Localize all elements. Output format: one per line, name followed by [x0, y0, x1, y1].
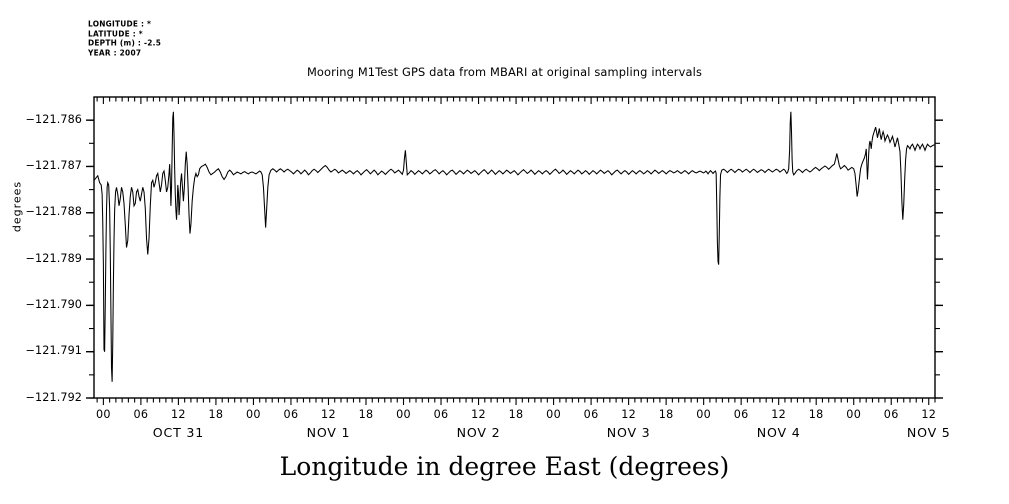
- x-axis-caption: Longitude in degree East (degrees): [279, 452, 730, 481]
- x-tick-label: 00: [546, 408, 561, 421]
- x-tick-label: 06: [283, 408, 299, 421]
- metadata-line-year: YEAR : 2007: [88, 47, 142, 58]
- metadata-block: LONGITUDE : * LATITUDE : * DEPTH (m) : -…: [88, 19, 162, 58]
- x-tick-label: 06: [883, 408, 899, 421]
- x-tick-label: 00: [396, 408, 411, 421]
- data-series-group: [93, 111, 935, 382]
- x-tick-label: 12: [321, 408, 336, 421]
- x-tick-label: 00: [246, 408, 261, 421]
- x-tick-label: 06: [733, 408, 749, 421]
- x-tick-label: 18: [808, 408, 824, 421]
- x-tick-label: 12: [621, 408, 637, 421]
- y-tick-label: −121.786: [25, 112, 82, 126]
- x-tick-label: 06: [583, 408, 599, 421]
- x-tick-label: 18: [508, 408, 524, 421]
- x-tick-label: 18: [208, 408, 224, 421]
- y-tick-label: −121.789: [25, 251, 82, 265]
- x-tick-label: 12: [471, 408, 486, 421]
- plot-title: Mooring M1Test GPS data from MBARI at or…: [306, 65, 703, 79]
- x-tick-label: 06: [433, 408, 449, 421]
- x-tick-label: 12: [170, 408, 186, 421]
- x-tick-label: 00: [846, 408, 862, 421]
- x-tick-label: 00: [95, 408, 111, 421]
- x-day-label: NOV 3: [606, 425, 651, 440]
- x-tick-label: 12: [771, 408, 787, 421]
- x-tick-label: 00: [696, 408, 712, 421]
- x-day-label: NOV 4: [756, 425, 801, 440]
- x-day-label: NOV 2: [456, 425, 501, 440]
- data-series-line: [93, 111, 935, 382]
- x-day-label: NOV 1: [306, 425, 351, 440]
- x-tick-label: 18: [358, 408, 374, 421]
- plot-frame: [93, 96, 936, 399]
- x-tick-label: 06: [133, 408, 149, 421]
- y-tick-label: −121.792: [25, 390, 82, 404]
- y-tick-label: −121.788: [25, 205, 82, 219]
- axes-group: [86, 96, 943, 405]
- metadata-line-longitude: LONGITUDE : *: [88, 19, 152, 29]
- x-tick-label: 12: [921, 408, 937, 421]
- y-tick-label: −121.787: [25, 158, 82, 172]
- x-day-label: OCT 31: [152, 425, 205, 440]
- y-tick-label: −121.791: [25, 344, 82, 358]
- x-day-label: NOV 5: [906, 425, 951, 440]
- metadata-line-latitude: LATITUDE : *: [88, 28, 143, 39]
- x-tick-label: 18: [658, 408, 674, 421]
- metadata-line-depth: DEPTH (m) : -2.5: [88, 38, 162, 48]
- y-tick-label: −121.790: [25, 297, 82, 311]
